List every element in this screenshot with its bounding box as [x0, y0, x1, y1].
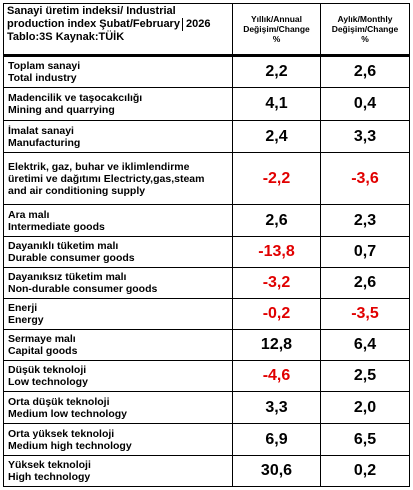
row-label: Elektrik, gaz, buhar ve iklimlendirme üre…: [3, 152, 233, 205]
table-row: Orta yüksek teknoloji Medium high technol…: [3, 423, 410, 456]
row-label-line: Intermediate goods: [8, 220, 105, 233]
annual-change-value: 12,8: [232, 329, 321, 361]
row-label-line: Medium low technology: [8, 407, 128, 420]
row-label-line: Ara malı: [8, 208, 50, 221]
row-label: Orta yüksek teknoloji Medium high technol…: [3, 423, 233, 456]
row-label-line: Madencilik ve taşocakcılığı: [8, 92, 143, 104]
table-row: Orta düşük teknoloji Medium low technolog…: [3, 391, 410, 424]
annual-change-value: 6,9: [232, 423, 321, 456]
monthly-change-header: Aylık/Monthly Değişim/Change %: [320, 3, 410, 56]
row-label: Yüksek teknoloji High technology: [3, 455, 233, 487]
table-body: Toplam sanayi Total industry 2,2 2,6 Madenci…: [3, 54, 410, 487]
row-label: Toplam sanayi Total industry: [3, 54, 233, 88]
table-row: Toplam sanayi Total industry 2,2 2,6: [3, 54, 410, 88]
row-label-line: Toplam sanayi: [8, 60, 81, 72]
monthly-change-value: -3,6: [320, 152, 410, 205]
row-label: Ara malı Intermediate goods: [3, 204, 233, 237]
row-label: Dayanıklı tüketim malı Durable consumer g…: [3, 236, 233, 268]
monthly-change-value: 6,4: [320, 329, 410, 361]
row-label-line: Total industry: [8, 72, 77, 84]
row-label-line: High technology: [8, 471, 91, 483]
row-label-line: Sermaye malı: [8, 333, 76, 345]
annual-change-value: -3,2: [232, 267, 321, 299]
table-row: Yüksek teknoloji High technology 30,6 0,2: [3, 455, 410, 487]
row-label-line: Enerji: [8, 302, 38, 314]
row-label: Orta düşük teknoloji Medium low technolog…: [3, 391, 233, 424]
row-label-line: Non-durable consumer goods: [8, 283, 158, 295]
annual-change-value: 30,6: [232, 455, 321, 487]
monthly-change-value: 0,2: [320, 455, 410, 487]
row-label-line: and air conditioning supply: [8, 184, 146, 197]
monthly-change-value: 2,6: [320, 267, 410, 299]
table-row: Elektrik, gaz, buhar ve iklimlendirme üre…: [3, 152, 410, 205]
row-label: Düşük teknoloji Low technology: [3, 360, 233, 392]
row-label-line: İmalat sanayi: [8, 124, 74, 137]
table-row: Dayanıklı tüketim malı Durable consumer g…: [3, 236, 410, 268]
row-label-line: Dayanıklı tüketim malı: [8, 240, 119, 252]
annual-change-value: 3,3: [232, 391, 321, 424]
row-label-line: Capital goods: [8, 345, 78, 357]
row-label-line: Energy: [8, 314, 44, 326]
table-row: Enerji Energy -0,2 -3,5: [3, 298, 410, 330]
row-label-line: Medium high technology: [8, 439, 132, 452]
table-header-row: Sanayi üretim indeksi/ Industrial produc…: [3, 3, 410, 56]
row-label-line: Durable consumer goods: [8, 252, 135, 264]
table-row: Ara malı Intermediate goods 2,6 2,3: [3, 204, 410, 237]
row-label-line: Orta düşük teknoloji: [8, 395, 110, 408]
row-label-line: Manufacturing: [8, 136, 81, 149]
annual-change-value: 2,4: [232, 120, 321, 153]
title-line-1: Sanayi üretim indeksi/ Industrial: [7, 5, 176, 17]
row-label-line: Low technology: [8, 376, 88, 388]
table-row: İmalat sanayi Manufacturing 2,4 3,3: [3, 120, 410, 153]
row-label-line: Düşük teknoloji: [8, 364, 87, 376]
monthly-change-value: -3,5: [320, 298, 410, 330]
row-label-line: Orta yüksek teknoloji: [8, 427, 115, 440]
monthly-change-value: 0,4: [320, 87, 410, 121]
row-label: İmalat sanayi Manufacturing: [3, 120, 233, 153]
annual-change-value: 4,1: [232, 87, 321, 121]
row-label: Enerji Energy: [3, 298, 233, 330]
row-label: Sermaye malı Capital goods: [3, 329, 233, 361]
row-label-line: üretimi ve dağıtımı Electricty,gas,steam: [8, 172, 205, 185]
production-index-table: Sanayi üretim indeksi/ Industrial produc…: [3, 3, 410, 487]
monthly-change-value: 2,3: [320, 204, 410, 237]
annual-change-value: -2,2: [232, 152, 321, 205]
table-row: Madencilik ve taşocakcılığı Mining and qu…: [3, 87, 410, 121]
production-index-table-wrapper: Sanayi üretim indeksi/ Industrial produc…: [3, 3, 410, 487]
monthly-change-value: 3,3: [320, 120, 410, 153]
annual-change-value: 2,6: [232, 204, 321, 237]
annual-change-value: -4,6: [232, 360, 321, 392]
row-label: Madencilik ve taşocakcılığı Mining and qu…: [3, 87, 233, 121]
title-line-2: production index Şubat/February: [7, 18, 180, 30]
row-label-line: Elektrik, gaz, buhar ve iklimlendirme: [8, 160, 190, 173]
table-row: Sermaye malı Capital goods 12,8 6,4: [3, 329, 410, 361]
row-label: Dayanıksız tüketim malı Non-durable consu…: [3, 267, 233, 299]
table-title-cell: Sanayi üretim indeksi/ Industrial produc…: [3, 3, 233, 56]
monthly-change-value: 6,5: [320, 423, 410, 456]
annual-change-value: 2,2: [232, 54, 321, 88]
monthly-change-value: 2,0: [320, 391, 410, 424]
row-label-line: Yüksek teknoloji: [8, 459, 91, 471]
monthly-change-value: 2,6: [320, 54, 410, 88]
monthly-change-value: 0,7: [320, 236, 410, 268]
annual-change-header: Yıllık/Annual Değişim/Change %: [232, 3, 321, 56]
title-year: 2026: [181, 18, 210, 31]
monthly-change-value: 2,5: [320, 360, 410, 392]
annual-change-value: -0,2: [232, 298, 321, 330]
table-row: Düşük teknoloji Low technology -4,6 2,5: [3, 360, 410, 392]
row-label-line: Dayanıksız tüketim malı: [8, 271, 127, 283]
title-line-3: Tablo:3S Kaynak:TÜİK: [7, 31, 125, 43]
row-label-line: Mining and quarrying: [8, 104, 115, 116]
table-row: Dayanıksız tüketim malı Non-durable consu…: [3, 267, 410, 299]
annual-change-value: -13,8: [232, 236, 321, 268]
